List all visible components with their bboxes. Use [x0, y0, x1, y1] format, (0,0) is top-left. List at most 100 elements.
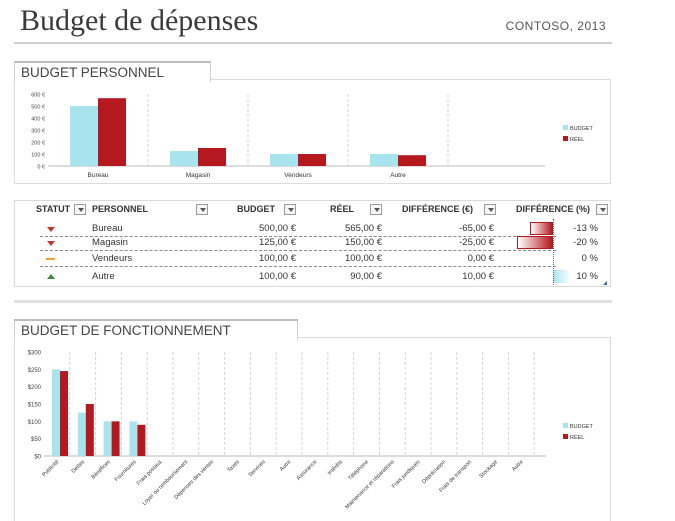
- personal-bar-budget: [370, 154, 398, 166]
- filter-status-dropdown[interactable]: [74, 204, 86, 215]
- cell-personnel: Magasin: [92, 237, 128, 248]
- col-header-difference-pct: DIFFÉRENCE (%): [516, 204, 590, 214]
- personal-category-label: Magasin: [186, 172, 211, 179]
- col-header-difference-eur: DIFFÉRENCE (€): [402, 204, 474, 214]
- cell-personnel: Autre: [92, 271, 115, 282]
- operating-ytick-label: $150: [28, 403, 42, 409]
- cell-difference-pct: -20 %: [573, 237, 598, 248]
- operating-bar-budget: [129, 421, 138, 456]
- operating-ytick-label: $100: [28, 420, 42, 426]
- filter-personnel-dropdown[interactable]: [196, 204, 208, 215]
- company-year: CONTOSO, 2013: [505, 19, 606, 33]
- difference-pct-bar-negative: [517, 236, 553, 249]
- col-header-budget: BUDGET: [237, 204, 275, 214]
- operating-bar-reel: [137, 424, 146, 456]
- operating-ytick-label: $300: [28, 351, 42, 357]
- personal-legend-budget: BUDGET: [570, 126, 594, 132]
- filter-reel-dropdown[interactable]: [370, 204, 382, 215]
- cell-personnel: Bureau: [92, 223, 123, 234]
- operating-category-label: Services: [248, 459, 267, 478]
- operating-legend-swatch-budget: [563, 423, 568, 428]
- table-row-divider: [40, 236, 556, 237]
- operating-bar-budget: [103, 421, 112, 456]
- cell-reel: 90,00 €: [350, 271, 382, 282]
- operating-category-label: Frais postaux: [136, 459, 164, 487]
- personal-bar-reel: [98, 98, 126, 166]
- cell-reel: 150,00 €: [345, 237, 382, 248]
- cell-personnel: Vendeurs: [92, 253, 133, 264]
- table-row-divider: [40, 266, 556, 267]
- col-header-personnel: PERSONNEL: [92, 204, 149, 214]
- cell-budget: 100,00 €: [259, 253, 296, 264]
- personal-category-label: Bureau: [88, 172, 109, 179]
- table-resize-handle[interactable]: [603, 281, 607, 285]
- page-title: Budget de dépenses: [20, 4, 259, 37]
- status-up-icon: [47, 274, 55, 279]
- personal-bar-budget: [270, 154, 298, 166]
- operating-bar-reel: [111, 421, 120, 456]
- operating-category-label: Taxes: [227, 459, 242, 474]
- col-header-status: STATUT: [36, 204, 71, 214]
- cell-difference-pct: 0 %: [581, 253, 598, 264]
- personal-category-label: Vendeurs: [284, 172, 312, 179]
- difference-pct-bar-negative: [529, 222, 553, 235]
- cell-budget: 100,00 €: [259, 271, 296, 282]
- personal-bar-reel: [298, 154, 326, 166]
- cell-reel: 565,00 €: [345, 223, 382, 234]
- operating-category-label: Autre: [279, 459, 293, 473]
- difference-pct-bar-positive: [553, 270, 571, 283]
- personal-ytick-label: 500 €: [31, 105, 45, 111]
- operating-ytick-label: $50: [31, 437, 42, 443]
- operating-category-label: Assurance: [296, 459, 319, 482]
- personal-legend-swatch-budget: [563, 125, 568, 130]
- cell-budget: 125,00 €: [259, 237, 296, 248]
- personal-ytick-label: 600 €: [31, 93, 45, 99]
- cell-budget: 500,00 €: [259, 223, 296, 234]
- status-flat-icon: [46, 258, 55, 260]
- personal-bar-budget: [170, 151, 198, 166]
- section-divider: [14, 300, 612, 303]
- filter-difference-pct-dropdown[interactable]: [596, 204, 608, 215]
- personal-ytick-label: 400 €: [31, 117, 45, 123]
- operating-section-tab: BUDGET DE FONCTIONNEMENT: [14, 319, 298, 340]
- cell-difference-eur: -65,00 €: [459, 223, 494, 234]
- operating-category-label: Dépréciation: [421, 459, 447, 485]
- status-down-icon: [47, 241, 55, 246]
- operating-bar-reel: [85, 404, 94, 456]
- operating-bar-reel: [60, 371, 68, 456]
- cell-reel: 100,00 €: [345, 253, 382, 264]
- personal-ytick-label: 0 €: [37, 165, 45, 171]
- cell-difference-pct: 10 %: [576, 271, 598, 282]
- operating-category-label: Autre: [511, 459, 525, 473]
- personal-ytick-label: 100 €: [31, 153, 45, 159]
- cell-difference-eur: 0,00 €: [467, 253, 494, 264]
- title-divider: [14, 42, 612, 44]
- personal-bar-reel: [198, 148, 226, 166]
- filter-difference-eur-dropdown[interactable]: [484, 204, 496, 215]
- operating-category-label: Frais juridiques: [391, 459, 422, 490]
- table-row-divider: [40, 250, 556, 251]
- cell-difference-eur: -25,00 €: [459, 237, 494, 248]
- operating-category-label: Stockage: [478, 459, 498, 479]
- operating-category-label: Fournitures: [114, 459, 138, 483]
- operating-category-label: Téléphone: [347, 459, 370, 482]
- personal-budget-chart: 0 € 100 € 200 € 300 € 400 € 500 € 600 € Bureau M…: [31, 93, 594, 180]
- operating-bar-budget: [52, 369, 60, 456]
- operating-legend-budget: BUDGET: [570, 424, 594, 430]
- operating-category-label: Loyer ou remboursement: [142, 459, 190, 507]
- operating-category-label: Publicité: [41, 459, 60, 478]
- operating-category-label: Dettes: [71, 459, 87, 475]
- personal-ytick-label: 200 €: [31, 141, 45, 147]
- personal-section-tab: BUDGET PERSONNEL: [14, 61, 211, 82]
- operating-category-label: Intérêts: [327, 459, 344, 476]
- status-down-icon: [47, 227, 55, 232]
- operating-ytick-label: $250: [28, 368, 42, 374]
- personal-budget-table: [14, 200, 611, 287]
- cell-difference-eur: 10,00 €: [462, 271, 494, 282]
- col-header-reel: RÉEL: [330, 204, 355, 214]
- personal-bar-budget: [70, 106, 98, 166]
- filter-budget-dropdown[interactable]: [284, 204, 296, 215]
- cell-difference-pct: -13 %: [573, 223, 598, 234]
- operating-bar-budget: [77, 412, 86, 456]
